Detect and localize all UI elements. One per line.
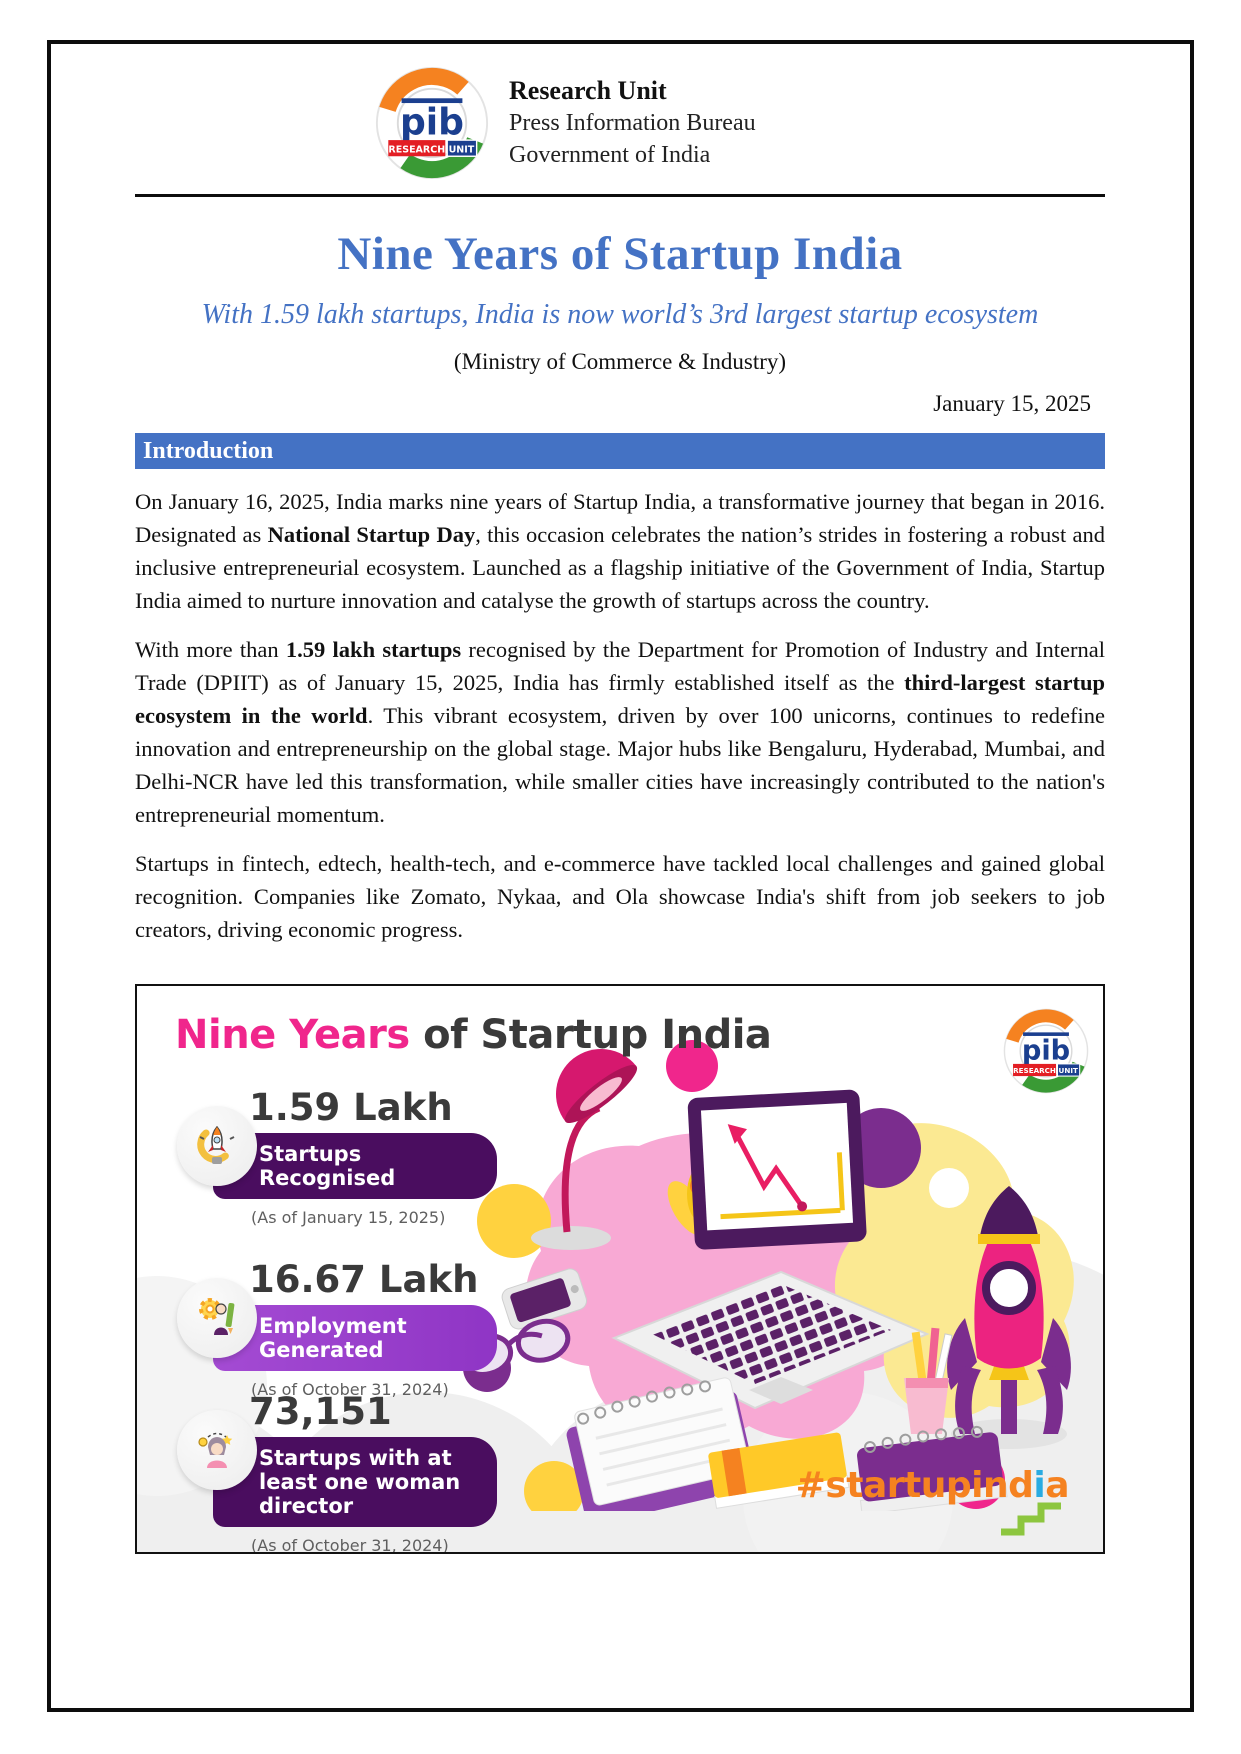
paragraph-text: recognised by the Department for Promoti… bbox=[135, 637, 1106, 695]
bold-phrase: third-largest startup ecosystem in the w… bbox=[135, 670, 1106, 728]
infographic-title-rest: of Startup India bbox=[409, 1012, 772, 1058]
pib-logo-research-label: RESEARCH bbox=[1013, 1066, 1056, 1075]
stat-label: Employment Generated bbox=[213, 1305, 497, 1372]
pib-logo-unit-label: UNIT bbox=[449, 144, 475, 155]
stat-woman-director: 73,151 Startups with at least one woman … bbox=[177, 1390, 497, 1554]
pib-logo-unit-label: UNIT bbox=[1059, 1066, 1078, 1075]
pib-logo-small: pib RESEARCH UNIT bbox=[1003, 1008, 1089, 1094]
stat-label: Startups with at least one woman directo… bbox=[213, 1437, 497, 1528]
date-line: January 15, 2025 bbox=[933, 391, 1091, 416]
stat-value: 1.59 Lakh bbox=[249, 1086, 453, 1129]
org-government: Government of India bbox=[509, 142, 711, 169]
page-subtitle: With 1.59 lakh startups, India is now wo… bbox=[201, 299, 1039, 330]
stat-startups-recognised: 1.59 Lakh Startups Recognised (As of Jan… bbox=[177, 1086, 497, 1227]
pib-logo: pib RESEARCH UNIT bbox=[375, 66, 489, 180]
document-page: pib RESEARCH UNIT Research Unit Press In… bbox=[47, 40, 1194, 1712]
document-content: pib RESEARCH UNIT Research Unit Press In… bbox=[135, 44, 1105, 1708]
pib-logo-text: pib bbox=[1022, 1036, 1070, 1067]
bold-phrase: National Startup Day bbox=[267, 522, 476, 547]
stat-value: 73,151 bbox=[249, 1390, 392, 1433]
stat-employment-generated: 16.67 Lakh Employment Generated (As of O… bbox=[177, 1258, 497, 1399]
hashtag-prefix: #startupind bbox=[795, 1465, 1034, 1506]
paragraph-text: Startups in fintech, edtech, health-tech… bbox=[135, 851, 1105, 942]
gear-worker-icon bbox=[177, 1278, 257, 1358]
pib-logo-research-label: RESEARCH bbox=[388, 144, 445, 155]
stat-as-of: (As of January 15, 2025) bbox=[251, 1208, 446, 1228]
notebook-graphic bbox=[566, 1377, 757, 1511]
intro-paragraph-1: On January 16, 2025, India marks nine ye… bbox=[135, 485, 1105, 617]
intro-paragraph-3: Startups in fintech, edtech, health-tech… bbox=[135, 847, 1105, 946]
infographic-title-highlight: Nine Years bbox=[175, 1012, 410, 1058]
infographic-title: Nine Years of Startup India bbox=[175, 1012, 772, 1058]
page-title: Nine Years of Startup India bbox=[337, 228, 903, 280]
document-header: pib RESEARCH UNIT Research Unit Press In… bbox=[375, 66, 1105, 180]
startupindia-hashtag: #startupindia bbox=[795, 1465, 1070, 1506]
org-bureau: Press Information Bureau bbox=[509, 110, 756, 137]
stat-as-of: (As of October 31, 2024) bbox=[251, 1536, 449, 1554]
startup-india-infographic: Nine Years of Startup India pib RESEARCH… bbox=[135, 984, 1105, 1554]
yellow-book-graphic bbox=[708, 1432, 850, 1509]
phone-graphic bbox=[501, 1268, 587, 1330]
stat-value: 16.67 Lakh bbox=[249, 1258, 479, 1301]
header-org-block: Research Unit Press Information Bureau G… bbox=[509, 74, 756, 172]
paragraph-text: . This vibrant ecosystem, driven by over… bbox=[135, 703, 1105, 827]
laptop-graphic bbox=[611, 1089, 930, 1410]
paragraph-text: , this occasion celebrates the nation’s … bbox=[135, 522, 1105, 613]
workspace-illustration bbox=[458, 1040, 1074, 1511]
stat-as-of: (As of October 31, 2024) bbox=[251, 1380, 449, 1400]
header-divider bbox=[135, 194, 1105, 197]
paragraph-text: On January 16, 2025, India marks nine ye… bbox=[135, 489, 1105, 547]
org-unit: Research Unit bbox=[509, 76, 667, 106]
paragraph-text: With more than bbox=[135, 637, 286, 662]
section-heading-introduction: Introduction bbox=[135, 433, 1105, 469]
ministry-line: (Ministry of Commerce & Industry) bbox=[453, 349, 787, 374]
pencil-cup-graphic bbox=[904, 1327, 953, 1434]
woman-director-icon bbox=[177, 1410, 257, 1490]
rocket-graphic bbox=[947, 1186, 1071, 1449]
hashtag-cyan-letter: i bbox=[1033, 1465, 1046, 1506]
hashtag-suffix: a bbox=[1045, 1465, 1069, 1506]
bold-phrase: 1.59 lakh startups bbox=[285, 637, 462, 662]
desk-lamp-graphic bbox=[531, 1049, 638, 1250]
pib-logo-text: pib bbox=[400, 101, 464, 143]
stairs-icon bbox=[1001, 1502, 1061, 1536]
rocket-bulb-icon bbox=[177, 1106, 257, 1186]
stat-label: Startups Recognised bbox=[213, 1133, 497, 1200]
intro-paragraph-2: With more than 1.59 lakh startups recogn… bbox=[135, 633, 1105, 831]
purple-notebook-graphic bbox=[857, 1425, 1008, 1511]
